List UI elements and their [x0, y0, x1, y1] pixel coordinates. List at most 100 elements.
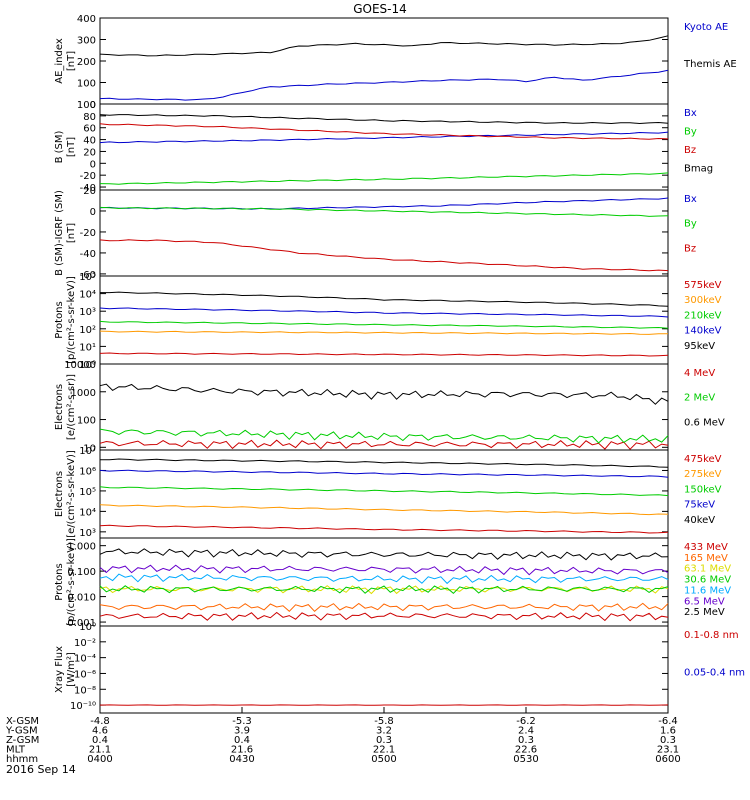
x-row-label: hhmm [6, 754, 38, 765]
y-tick-label: 60 [83, 124, 96, 135]
chart-title: GOES-14 [353, 2, 407, 16]
series-line [99, 330, 669, 335]
x-tick-label: 22.6 [515, 745, 537, 756]
y-axis-label-line: AE_index [54, 38, 65, 84]
panel-8: 10⁰ 10⁻² 10⁻⁴ 10⁻⁶ 10⁻⁸ 10⁻¹⁰ Xray Flux[W/m²] 0… [54, 622, 745, 714]
x-row-label: Y-GSM [5, 726, 38, 737]
y-tick-label: 100 [77, 100, 96, 111]
date-label: 2016 Sep 14 [6, 763, 76, 776]
legend-entry: 40keV [684, 515, 715, 526]
x-axis-table: X-GSMY-GSMZ-GSMMLThhmm-4.84.60.421.10400… [5, 707, 681, 765]
y-axis-label-line: [nT] [66, 223, 77, 243]
series-line [99, 172, 669, 185]
panel-3: -60 -40 -20 0 20 B (SM)-IGRF (SM)[nT] Bx By Bz [54, 186, 697, 281]
y-tick-label: 200 [77, 57, 96, 68]
legend-entry: 475keV [684, 454, 722, 465]
series-line [99, 206, 669, 217]
panel-frame [99, 275, 669, 365]
y-tick-label: 20 [83, 186, 96, 197]
x-tick-label: 21.6 [231, 745, 253, 756]
x-tick-label: 1.6 [660, 726, 676, 737]
y-tick-label: -20 [80, 228, 96, 239]
panel-frame [99, 17, 669, 105]
y-axis-label-line: Protons [54, 301, 65, 338]
panel-6: 10³10⁴10⁵10⁶10⁷Electrons[e/(cm²-s-sr-keV… [54, 446, 722, 539]
series-line [99, 585, 669, 595]
y-tick-label: 10³ [79, 528, 96, 539]
y-tick-label: -20 [80, 171, 96, 182]
series-line [100, 291, 669, 307]
panel-7: 0.001 0.010 0.100 1.000Protons[p/(cm²-s-sr-… [54, 537, 731, 629]
y-axis-label-line: [e/(cm²-s-sr-keV)] [66, 450, 77, 538]
legend-entry: Bz [684, 243, 696, 254]
series-line [99, 131, 669, 144]
y-axis-label: AE_index[nT] [54, 38, 77, 84]
y-tick-label: 0.100 [67, 567, 96, 578]
series-line [99, 352, 669, 357]
legend-entry: 6.5 MeV [684, 596, 725, 607]
legend-entry: Bmag [684, 164, 713, 175]
y-tick-label: 0 [90, 159, 96, 170]
y-tick-label: 400 [77, 14, 96, 25]
legend-entry: 11.6 MeV [684, 585, 731, 596]
y-tick-label: 10³ [79, 307, 96, 318]
y-axis-label-line: Electrons [54, 384, 65, 430]
y-tick-label: 1000 [71, 388, 96, 399]
x-tick-label: 0400 [87, 754, 112, 765]
series-line [99, 114, 669, 125]
x-tick-label: 0600 [655, 754, 680, 765]
y-tick-label: 1.000 [67, 542, 96, 553]
y-tick-label: 10⁶ [79, 466, 96, 477]
legend-entry: 63.1 MeV [684, 564, 731, 575]
legend-entry: 95keV [684, 341, 715, 352]
y-tick-label: 10¹ [79, 342, 96, 353]
legend-entry: 210keV [684, 310, 722, 321]
y-tick-label: 100 [77, 416, 96, 427]
y-axis-label: Electrons[e/(cm²-s-sr)] [54, 374, 77, 440]
x-tick-label: 0500 [371, 754, 396, 765]
series-line [99, 486, 669, 497]
y-tick-label: 10⁵ [79, 487, 96, 498]
panel-frame [99, 189, 669, 277]
y-axis-label-line: Protons [54, 563, 65, 600]
x-tick-label: -6.2 [516, 716, 536, 727]
x-tick-label: -5.8 [374, 716, 394, 727]
legend-entry: By [684, 127, 697, 138]
series-line [99, 320, 669, 329]
y-tick-label: 10 [83, 443, 96, 454]
y-tick-label: 10⁵ [79, 272, 96, 283]
y-tick-label: 10⁻⁸ [74, 685, 96, 696]
legend-entry: 300keV [684, 295, 722, 306]
y-tick-label: 10000 [64, 360, 96, 371]
legend-entry: 0.1-0.8 nm [684, 630, 739, 641]
y-axis-label: B (SM)-IGRF (SM)[nT] [54, 190, 77, 276]
y-tick-label: 10⁻⁴ [74, 654, 96, 665]
x-row-label: MLT [6, 745, 26, 756]
y-tick-label: 300 [77, 36, 96, 47]
panel-5: 10 100 1000 10000 Electrons[e/(cm²-s-sr)] 4 M… [54, 360, 725, 454]
series-line [99, 548, 669, 561]
y-axis-label: Xray Flux[W/m²] [54, 646, 77, 693]
y-tick-label: 20 [83, 147, 96, 158]
x-tick-label: 22.1 [373, 745, 395, 756]
x-tick-label: 3.9 [234, 726, 250, 737]
y-axis-label-line: [p/(cm²-s-sr-keV)] [66, 538, 77, 626]
y-tick-label: 0.010 [67, 593, 96, 604]
panel-4: 10⁰10¹10²10³10⁴10⁵Protons[p/(cm²-s-sr-ke… [54, 272, 722, 371]
y-axis-label-line: [W/m²] [66, 652, 77, 687]
y-axis-label-line: B (SM)-IGRF (SM) [54, 190, 65, 276]
legend-entry: By [684, 219, 697, 230]
y-axis-label: B (SM)[nT] [54, 130, 77, 163]
y-axis-label-line: Electrons [54, 471, 65, 517]
legend-entry: 140keV [684, 326, 722, 337]
x-tick-label: -6.4 [658, 716, 678, 727]
legend-entry: Bz [684, 145, 696, 156]
x-tick-label: 0.3 [376, 735, 392, 746]
y-tick-label: 0.001 [67, 618, 96, 629]
y-axis-label: Protons[p/(cm²-s-sr-keV)] [54, 538, 77, 626]
y-tick-label: 40 [83, 136, 96, 147]
y-axis-label-line: [p/(cm²-s-sr-keV)] [66, 276, 77, 364]
y-axis-label-line: B (SM) [54, 130, 65, 163]
